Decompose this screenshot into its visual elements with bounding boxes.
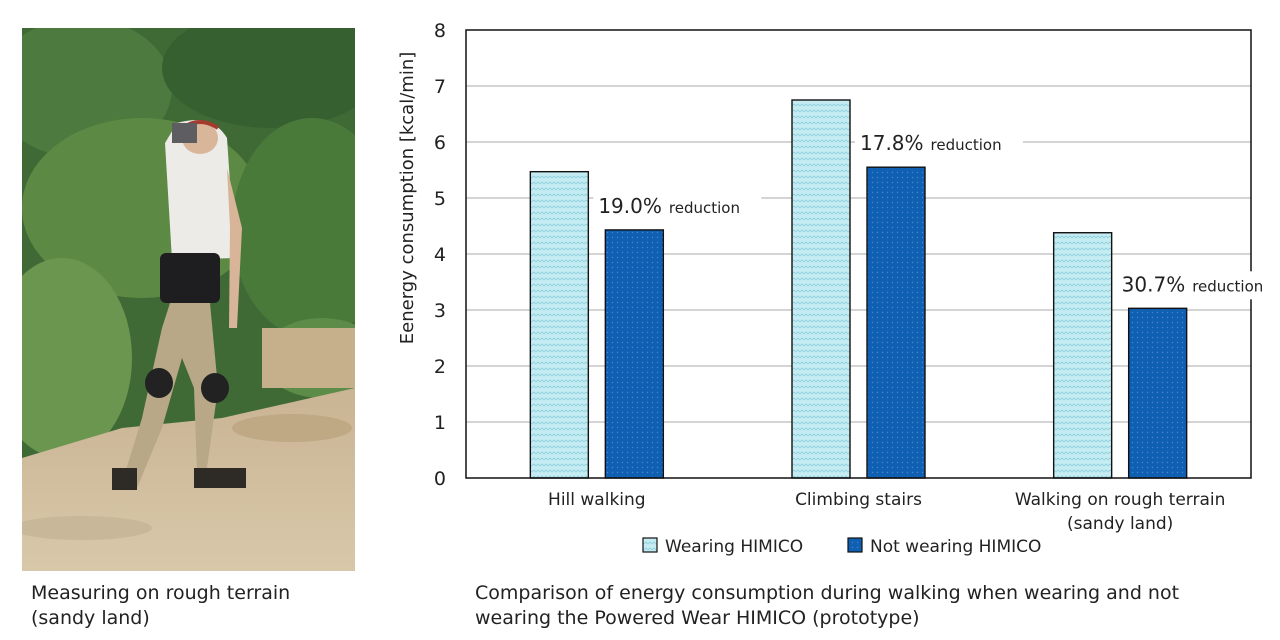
reduction-annotation: 19.0% reduction [598,194,740,218]
bar-not-wearing-himico [1127,307,1188,479]
legend: Wearing HIMICO Not wearing HIMICO [642,537,1041,557]
legend-swatch [847,537,863,553]
x-tick-label: (sandy land) [1067,514,1173,534]
bar-wearing-himico [529,170,590,479]
energy-consumption-chart: 0 1 2 3 4 5 6 7 8 Hill walking Climbing stairs Wal… [397,20,1280,557]
annotation-backdrop [593,192,762,221]
y-tick-label: 7 [434,76,446,98]
bars [529,99,1188,479]
y-tick-label: 8 [434,20,446,42]
annotation-backdrop [855,130,1023,159]
photo-caption-line1: Measuring on rough terrain [31,582,291,604]
x-tick-label: Walking on rough terrain [1015,490,1225,510]
reduction-value: 19.0% [598,194,662,218]
reduction-annotation: 17.8% reduction [860,131,1002,155]
bar-wearing-himico [1052,232,1113,479]
y-tick-label: 3 [434,300,446,322]
chart-caption-line2: wearing the Powered Wear HIMICO (prototy… [475,607,920,629]
photo-caption: Measuring on rough terrain (sandy land) [31,581,361,631]
y-tick-labels: 0 1 2 3 4 5 6 7 8 [434,20,446,490]
photo-hiker-sandy-terrain [22,28,355,571]
reduction-unit: reduction [1192,277,1263,295]
reduction-value: 30.7% [1122,272,1186,296]
x-tick-label: Climbing stairs [795,490,922,510]
legend-label: Not wearing HIMICO [870,537,1041,557]
y-axis-label: Eenergy consumption [kcal/min] [397,52,418,344]
annotation-backdrop [1116,271,1280,300]
reduction-value: 17.8% [860,131,924,155]
chart-caption: Comparison of energy consumption during … [475,581,1255,631]
x-tick-label: Hill walking [548,490,646,510]
legend-label: Wearing HIMICO [665,537,803,557]
bar-not-wearing-himico [866,166,926,479]
y-tick-label: 5 [434,188,446,210]
photo-caption-line2: (sandy land) [31,607,150,629]
y-tick-label: 4 [434,244,446,266]
y-tick-label: 0 [434,468,446,490]
x-tick-labels: Hill walking Climbing stairs Walking on ro… [548,490,1225,534]
legend-swatch [642,537,658,553]
reduction-annotation: 30.7% reduction [1122,272,1264,296]
plot-frame [465,29,1252,479]
chart-caption-line1: Comparison of energy consumption during … [475,582,1180,604]
y-tick-label: 1 [434,412,446,434]
reduction-unit: reduction [669,199,740,217]
reduction-unit: reduction [931,136,1002,154]
bar-not-wearing-himico [604,229,665,479]
y-tick-label: 6 [434,132,446,154]
annotations: 19.0% reduction 17.8% reduction 30.7% reducti… [593,130,1280,300]
y-tick-label: 2 [434,356,446,378]
bar-wearing-himico [791,99,851,479]
person-figure [112,120,246,490]
